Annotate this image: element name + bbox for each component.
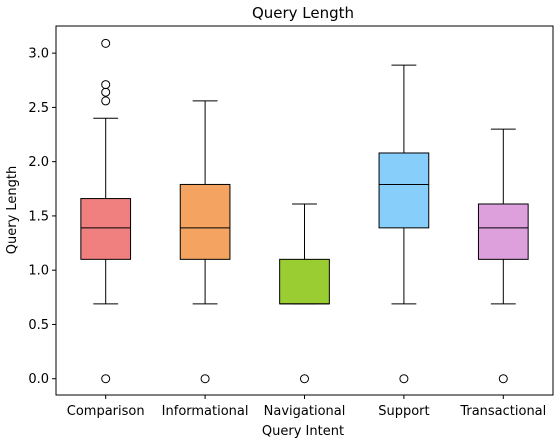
- y-tick-label: 2.0: [28, 155, 49, 170]
- x-tick-label: Comparison: [67, 404, 145, 419]
- y-tick-label: 1.0: [28, 264, 49, 279]
- y-tick-label: 3.0: [28, 47, 49, 62]
- outlier-point: [498, 374, 508, 384]
- x-tick-label: Support: [378, 404, 429, 419]
- iqr-box: [378, 152, 430, 229]
- outlier-point: [300, 374, 309, 384]
- outlier-point: [101, 80, 111, 90]
- iqr-box: [179, 183, 231, 260]
- x-tick-label: Transactional: [459, 404, 546, 419]
- outlier-point: [101, 374, 111, 384]
- box-support: [378, 64, 430, 384]
- outlier-point: [101, 87, 111, 97]
- y-tick-label: 0.0: [28, 372, 49, 387]
- x-axis-label: Query Intent: [262, 424, 344, 438]
- y-tick-label: 2.5: [28, 101, 49, 116]
- box-comparison: [80, 38, 132, 384]
- box-navigational: [279, 203, 330, 384]
- y-tick-label: 0.5: [28, 318, 49, 333]
- chart-title: Query Length: [252, 4, 354, 22]
- x-tick-label: Navigational: [264, 404, 346, 419]
- outlier-point: [101, 96, 111, 106]
- iqr-box: [80, 198, 132, 260]
- outlier-point: [200, 374, 210, 384]
- outlier-point: [399, 374, 409, 384]
- x-tick-label: Informational: [162, 404, 249, 419]
- box-informational: [179, 100, 231, 384]
- box-transactional: [477, 128, 529, 384]
- y-tick-label: 1.5: [28, 209, 49, 224]
- iqr-box: [279, 258, 330, 305]
- iqr-box: [477, 203, 529, 260]
- y-axis-label: Query Length: [5, 166, 20, 254]
- outlier-point: [101, 38, 111, 48]
